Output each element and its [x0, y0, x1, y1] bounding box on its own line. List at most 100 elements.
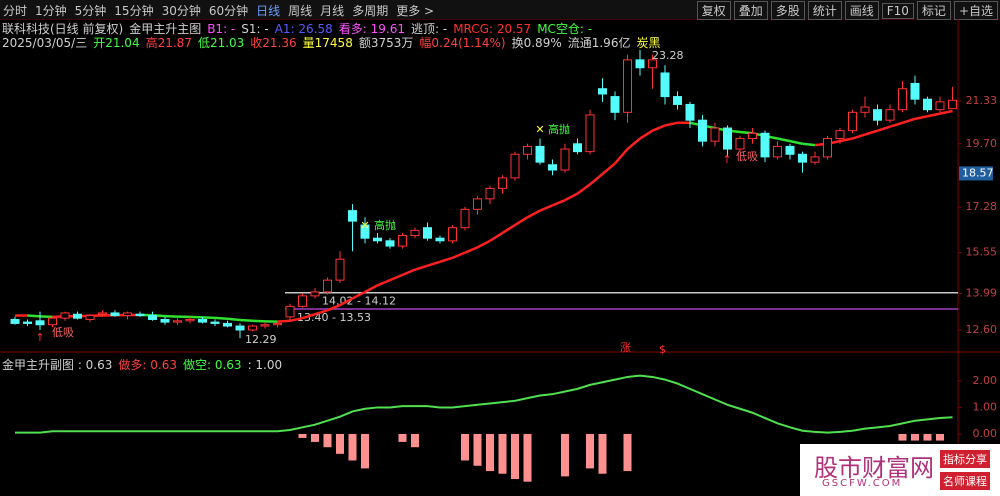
ma-line	[939, 109, 953, 115]
candle-body	[685, 103, 695, 121]
bar	[461, 433, 469, 461]
candle-body	[110, 312, 120, 317]
candle-body	[10, 318, 20, 324]
bar	[923, 433, 932, 441]
cursor-price: 18.57	[962, 166, 994, 179]
ma-line	[902, 117, 916, 124]
info-row: 2025/03/05/三 开21.04 高21.87 低21.03 收21.36 量174…	[2, 34, 666, 51]
bar	[898, 433, 907, 441]
tool-button[interactable]: 标记	[916, 1, 951, 20]
bar	[361, 433, 369, 469]
candle-body	[185, 318, 195, 322]
candle-body	[698, 119, 707, 142]
tool-buttons: 复权 叠加 多股 统计 画线 F10 标记 +自选	[694, 1, 998, 20]
y-tick-label: 2.00	[973, 374, 998, 387]
candle-body	[848, 111, 857, 132]
ma-line	[564, 192, 579, 202]
candle-body	[310, 291, 320, 297]
ma-line	[864, 129, 878, 136]
ma-line	[189, 315, 203, 319]
candle-body	[923, 98, 932, 111]
period-tab[interactable]: 多周期	[352, 4, 389, 18]
ma-line	[351, 290, 366, 300]
ma-line	[27, 314, 41, 318]
annotation: 23.28	[652, 49, 684, 62]
ma-line	[877, 125, 891, 132]
ma-line	[889, 121, 903, 128]
period-tab[interactable]: 周线	[288, 4, 313, 18]
bar	[523, 433, 532, 482]
ma-line	[277, 319, 291, 323]
tool-button[interactable]: F10	[881, 3, 914, 19]
period-tab[interactable]: 15分钟	[114, 4, 154, 18]
annotation: 低吸	[52, 326, 74, 339]
bar	[473, 433, 482, 466]
bar	[623, 433, 632, 472]
sub-info-row: 金甲主升副图 : 0.63 做多: 0.63 做空: 0.63: 1.00	[2, 356, 288, 373]
candle-body	[198, 318, 207, 323]
ma-line	[364, 284, 379, 294]
period-tab[interactable]: 日线	[256, 4, 281, 18]
tool-button[interactable]: 多股	[770, 1, 805, 20]
info-item: MRCG: 20.57	[453, 22, 532, 36]
bar	[311, 433, 319, 442]
info-item: 流通1.96亿	[567, 36, 631, 50]
candle-body	[160, 318, 170, 323]
ma-line	[539, 204, 553, 212]
ma-line	[377, 278, 391, 287]
candle-body	[298, 295, 307, 307]
y-tick-label: 1.00	[973, 400, 998, 413]
candle-body	[210, 321, 220, 324]
candle-body	[898, 88, 907, 111]
period-tab[interactable]: 1分钟	[35, 4, 67, 18]
tool-button[interactable]: 复权	[696, 1, 731, 20]
candle-body	[223, 322, 232, 327]
tool-button[interactable]: +自选	[953, 1, 998, 20]
y-tick-label: 19.70	[966, 137, 998, 150]
info-item: S1: -	[241, 22, 269, 36]
period-tab[interactable]: 30分钟	[161, 4, 201, 18]
candle-body	[23, 321, 32, 324]
ma-line	[39, 315, 53, 319]
y-tick-label: 13.99	[966, 287, 998, 300]
info-item: 2025/03/05/三	[2, 36, 88, 50]
candle-body	[735, 138, 745, 150]
period-tab[interactable]: 60分钟	[208, 4, 249, 18]
toolbar: 分时 1分钟 5分钟 15分钟 30分钟 60分钟 日线 周线 月线 多周期 更多 > 复权 叠加 多股统…	[0, 0, 1000, 20]
ma-line	[777, 137, 791, 143]
tool-button[interactable]: 叠加	[733, 1, 768, 20]
watermark-tag: 名师课程	[940, 472, 990, 490]
info-item: 炭黑	[636, 36, 661, 50]
candle-body	[473, 198, 482, 210]
candle-body	[85, 315, 95, 320]
sub-title: 金甲主升副图 : 0.63	[2, 358, 113, 372]
period-tab[interactable]: 更多 >	[396, 4, 435, 18]
period-tab[interactable]: 5分钟	[74, 4, 107, 18]
ma-line	[589, 172, 604, 186]
tool-button[interactable]: 画线	[844, 1, 879, 20]
info-item: MC空仓: -	[537, 22, 593, 36]
bar	[298, 433, 307, 438]
candle-body	[173, 320, 182, 323]
ma-line	[402, 268, 416, 277]
watermark-url: GSCFW.COM	[822, 478, 903, 489]
candle-body	[485, 187, 495, 200]
bar	[336, 433, 344, 454]
candle-body	[623, 59, 632, 113]
info-row: 联科科技(日线 前复权) 金甲主升主图 B1: - S1: - A1: 26.58 看多:…	[2, 20, 598, 37]
period-tab[interactable]: 月线	[320, 4, 345, 18]
ma-line	[302, 313, 316, 320]
info-item: 幅0.24(1.14%)	[419, 36, 506, 50]
annotation: 涨	[620, 341, 631, 354]
candle-body	[648, 59, 657, 69]
ma-line	[452, 251, 466, 260]
tool-button[interactable]: 统计	[807, 1, 842, 20]
ma-line	[514, 216, 529, 227]
legend-item: 做空: 0.63	[182, 358, 242, 372]
ma-line	[576, 183, 591, 195]
candle-body	[60, 312, 70, 319]
period-tab[interactable]: 分时	[3, 4, 28, 18]
bar	[498, 433, 507, 474]
